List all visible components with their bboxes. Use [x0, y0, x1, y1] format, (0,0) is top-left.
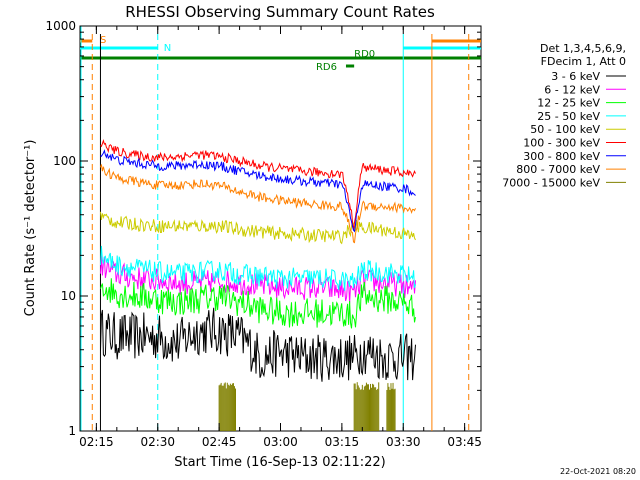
y-axis-label: Count Rate (s⁻¹ detector⁻¹) — [23, 140, 38, 317]
legend-label: 300 - 800 keV — [523, 150, 600, 163]
series-line — [100, 149, 416, 233]
y-tick-label: 100 — [53, 154, 76, 168]
x-tick-label: 02:45 — [202, 435, 237, 449]
chart-title: RHESSI Observing Summary Count Rates — [125, 3, 435, 21]
x-tick-label: 03:00 — [263, 435, 298, 449]
legend-header: Det 1,3,4,5,6,9, — [540, 42, 626, 55]
series-line — [100, 164, 416, 244]
attenuator-bands: S N RD6 RD0 — [80, 35, 481, 73]
legend-label: 100 - 300 keV — [523, 137, 600, 150]
series-line — [100, 278, 416, 329]
legend-label: 800 - 7000 keV — [516, 163, 600, 176]
series-line — [100, 307, 416, 382]
x-tick-label: 03:15 — [325, 435, 360, 449]
x-tick-label: 03:45 — [447, 435, 482, 449]
x-tick-label: 02:30 — [140, 435, 175, 449]
legend-label: 3 - 6 keV — [551, 70, 600, 83]
y-tick-label: 1000 — [45, 19, 76, 33]
series-line — [100, 211, 416, 245]
x-axis: 02:15 02:30 02:45 03:00 03:15 03:30 03:45 — [79, 26, 482, 449]
plot-area: S N RD6 RD0 1 10 100 1000 02:15 02:30 02:45 03:00… — [45, 19, 481, 449]
legend-label: 12 - 25 keV — [537, 97, 600, 110]
time-marker-lines — [80, 26, 470, 431]
timestamp: 22-Oct-2021 08:20 — [560, 467, 636, 476]
x-axis-label: Start Time (16-Sep-13 02:11:22) — [174, 455, 385, 470]
y-tick-label: 10 — [61, 289, 76, 303]
y-tick-label: 1 — [68, 424, 76, 438]
series-line — [100, 245, 416, 291]
x-tick-label: 03:30 — [386, 435, 421, 449]
band-label: RD0 — [354, 49, 375, 60]
band-label: N — [164, 43, 171, 54]
y-axis: 1 10 100 1000 — [45, 19, 481, 438]
legend-header: FDecim 1, Att 0 — [541, 55, 626, 68]
band-label: RD6 — [316, 62, 337, 73]
legend-label: 50 - 100 keV — [530, 123, 600, 136]
series-layer — [100, 139, 416, 431]
legend-label: 7000 - 15000 keV — [502, 176, 600, 189]
legend: Det 1,3,4,5,6,9,FDecim 1, Att 0 3 - 6 keV… — [502, 42, 626, 189]
band-label: S — [100, 35, 106, 46]
legend-label: 6 - 12 keV — [544, 83, 600, 96]
series-line — [100, 139, 416, 231]
x-tick-label: 02:15 — [79, 435, 114, 449]
legend-label: 25 - 50 keV — [537, 110, 600, 123]
